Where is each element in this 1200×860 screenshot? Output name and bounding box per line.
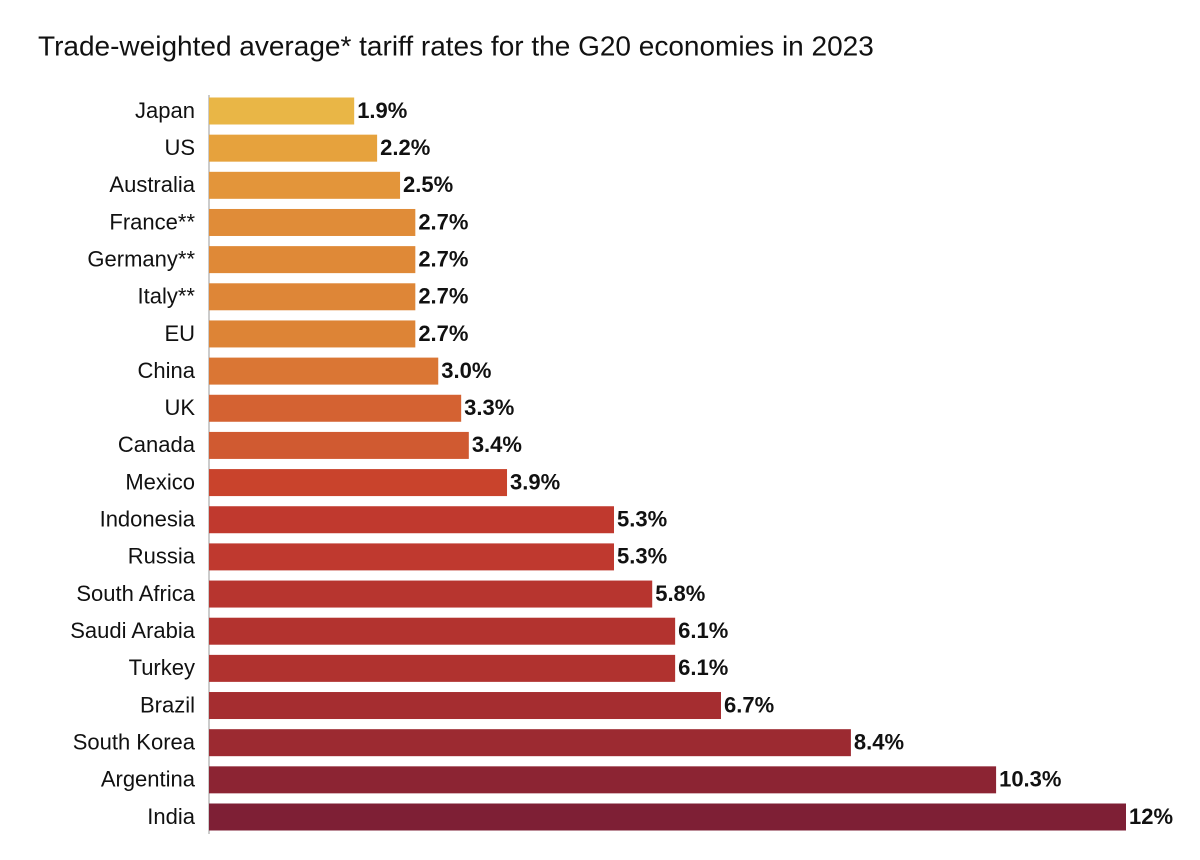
bar <box>209 654 676 682</box>
value-label: 2.2% <box>380 135 430 160</box>
bar <box>209 320 416 348</box>
y-tick-label: Argentina <box>101 767 196 792</box>
value-label: 2.7% <box>418 209 468 234</box>
value-label: 5.8% <box>655 581 705 606</box>
y-tick-label: South Africa <box>76 581 195 606</box>
chart-title: Trade-weighted average* tariff rates for… <box>38 30 874 61</box>
value-label: 1.9% <box>357 98 407 123</box>
value-label: 2.5% <box>403 172 453 197</box>
value-label: 3.4% <box>472 432 522 457</box>
value-label: 8.4% <box>854 729 904 754</box>
bar <box>209 246 416 274</box>
bar <box>209 97 355 125</box>
bar <box>209 357 439 385</box>
y-tick-label: Brazil <box>140 692 195 717</box>
y-tick-label: China <box>138 358 196 383</box>
y-tick-label: Mexico <box>125 469 195 494</box>
value-label: 3.0% <box>441 358 491 383</box>
y-tick-label: Germany** <box>87 246 195 271</box>
value-label: 2.7% <box>418 321 468 346</box>
value-label: 12% <box>1129 804 1173 829</box>
y-tick-label: Italy** <box>138 284 196 309</box>
value-label: 6.7% <box>724 692 774 717</box>
y-tick-label: South Korea <box>73 729 196 754</box>
y-tick-label: Indonesia <box>100 507 196 532</box>
y-tick-label: Saudi Arabia <box>70 618 196 643</box>
y-tick-label: Turkey <box>129 655 195 680</box>
bar <box>209 431 469 459</box>
y-tick-label: Japan <box>135 98 195 123</box>
bar <box>209 617 676 645</box>
bar <box>209 580 653 608</box>
y-tick-label: Australia <box>109 172 195 197</box>
value-label: 5.3% <box>617 507 667 532</box>
bar <box>209 543 615 571</box>
value-label: 2.7% <box>418 284 468 309</box>
y-tick-label: UK <box>164 395 195 420</box>
y-tick-label: France** <box>109 209 195 234</box>
bar <box>209 134 378 162</box>
value-label: 3.3% <box>464 395 514 420</box>
value-label: 6.1% <box>678 655 728 680</box>
y-tick-label: US <box>164 135 195 160</box>
bar <box>209 208 416 236</box>
bar <box>209 171 401 199</box>
bar <box>209 766 997 794</box>
y-tick-label: Canada <box>118 432 196 457</box>
bar <box>209 506 615 534</box>
y-tick-label: EU <box>164 321 195 346</box>
bar <box>209 283 416 311</box>
y-tick-label: Russia <box>128 544 196 569</box>
bar <box>209 692 721 720</box>
bar <box>209 803 1126 831</box>
value-label: 6.1% <box>678 618 728 643</box>
value-label: 3.9% <box>510 469 560 494</box>
bar <box>209 394 462 422</box>
bar <box>209 729 851 757</box>
value-label: 10.3% <box>999 767 1061 792</box>
bar <box>209 469 508 497</box>
y-tick-label: India <box>147 804 195 829</box>
value-label: 2.7% <box>418 246 468 271</box>
value-label: 5.3% <box>617 544 667 569</box>
